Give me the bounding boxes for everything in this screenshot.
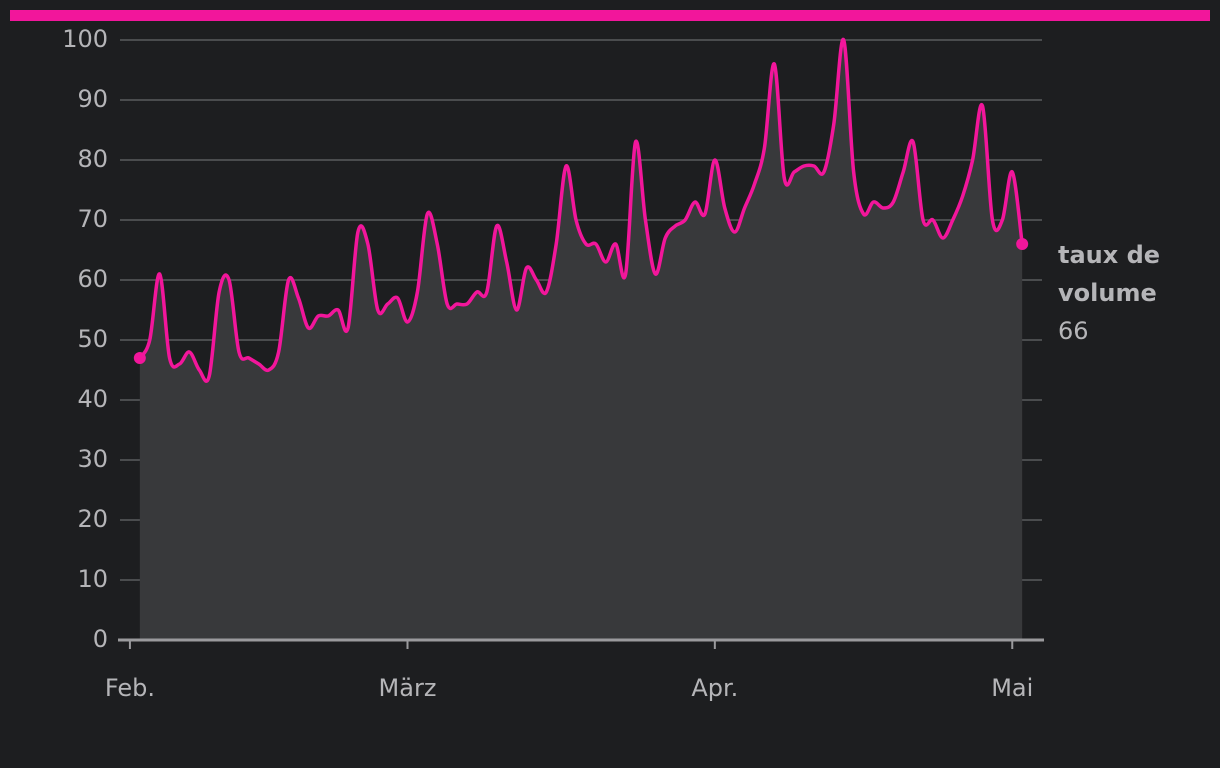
y-tick-label: 100 — [62, 25, 108, 53]
y-tick-label: 80 — [77, 145, 108, 173]
x-tick-label: März — [379, 674, 437, 702]
series-name: taux de volume — [1058, 241, 1161, 307]
y-tick-label: 10 — [77, 565, 108, 593]
last-value: 66 — [1058, 317, 1089, 345]
y-tick-label: 30 — [77, 445, 108, 473]
series-label: taux de volume 66 — [1058, 236, 1178, 350]
line — [138, 37, 1024, 383]
y-tick-label: 50 — [77, 325, 108, 353]
end-dot — [133, 352, 146, 364]
y-tick-label: 90 — [77, 85, 108, 113]
y-tick-label: 60 — [77, 265, 108, 293]
x-tick-label: Apr. — [691, 674, 738, 702]
area — [139, 39, 1023, 641]
top-bar — [10, 10, 1210, 21]
x-tick-label: Feb. — [105, 674, 155, 702]
y-tick-label: 70 — [77, 205, 108, 233]
y-tick-label: 0 — [93, 625, 108, 653]
x-tick-label: Mai — [991, 674, 1033, 702]
y-tick-label: 40 — [77, 385, 108, 413]
end-dot — [1016, 238, 1029, 250]
y-tick-label: 20 — [77, 505, 108, 533]
